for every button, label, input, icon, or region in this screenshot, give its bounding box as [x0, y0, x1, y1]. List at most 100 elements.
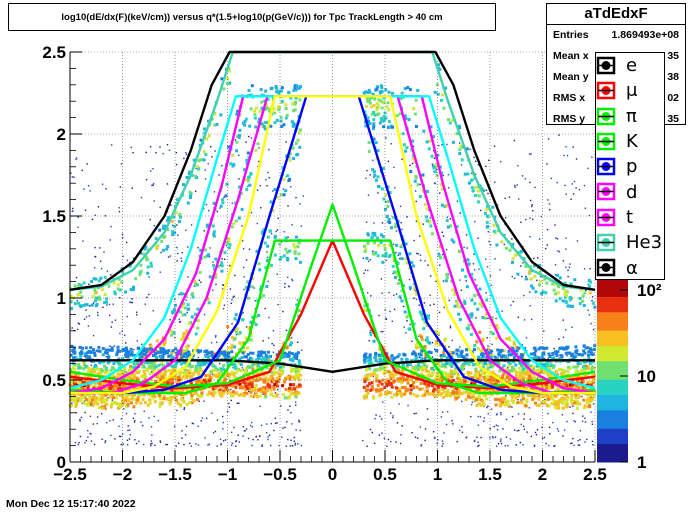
heat-cell [409, 388, 413, 392]
heat-cell [488, 240, 490, 243]
heat-cell [377, 192, 379, 194]
heat-cell [119, 372, 123, 376]
heat-cell [82, 281, 86, 285]
heat-cell [241, 351, 245, 355]
heat-cell [432, 166, 436, 170]
heat-cell [251, 367, 255, 371]
heat-cell [298, 362, 302, 366]
heat-cell [151, 353, 155, 357]
heat-cell [479, 416, 482, 418]
heat-cell [533, 444, 536, 447]
heat-cell [171, 224, 174, 227]
heat-cell [437, 388, 441, 392]
heat-cell [367, 269, 369, 272]
heat-cell [554, 274, 557, 276]
heat-cell [366, 391, 370, 395]
heat-cell [495, 445, 498, 447]
heat-cell [481, 355, 485, 359]
heat-cell [286, 174, 290, 178]
heat-cell [384, 365, 388, 369]
heat-cell [393, 166, 395, 169]
heat-cell [77, 226, 79, 229]
heat-cell [202, 158, 206, 162]
heat-cell [554, 299, 558, 303]
heat-cell [589, 348, 593, 352]
heat-cell [568, 295, 572, 299]
heat-cell [581, 294, 585, 298]
heat-cell [129, 434, 132, 436]
heat-cell [401, 370, 405, 374]
heat-cell [493, 378, 497, 382]
heat-cell [127, 350, 131, 354]
heat-cell [175, 445, 177, 447]
heat-cell [187, 307, 191, 311]
heat-cell [419, 382, 423, 386]
heat-cell [84, 364, 88, 368]
heat-cell [582, 406, 586, 410]
heat-cell [426, 382, 430, 386]
heat-cell [399, 379, 403, 383]
heat-cell [136, 396, 140, 400]
heat-cell [586, 392, 590, 396]
heat-cell [494, 360, 498, 364]
heat-cell [447, 187, 450, 189]
heat-cell [372, 250, 374, 252]
heat-cell [87, 325, 90, 327]
heat-cell [258, 268, 262, 272]
heat-cell [266, 97, 270, 101]
heat-cell [110, 373, 114, 377]
heat-cell [198, 158, 202, 162]
heat-cell [181, 371, 185, 375]
heat-cell [370, 387, 373, 389]
heat-cell [466, 327, 470, 331]
heat-cell [172, 367, 176, 371]
heat-cell [196, 165, 200, 169]
heat-cell [277, 303, 279, 306]
heat-cell [397, 353, 401, 357]
heat-cell [367, 362, 371, 366]
heat-cell [234, 371, 238, 375]
heat-cell [238, 383, 242, 387]
heat-cell [179, 310, 183, 314]
heat-cell [575, 187, 577, 189]
heat-cell [485, 397, 489, 401]
heat-cell [279, 368, 283, 372]
heat-cell [142, 443, 145, 446]
heat-cell [563, 154, 565, 157]
heat-cell [477, 355, 481, 359]
heat-cell [385, 105, 389, 109]
heat-cell [83, 188, 85, 190]
heat-cell [256, 222, 259, 225]
heat-cell [266, 384, 270, 388]
heat-cell [480, 303, 484, 307]
heat-cell [565, 400, 569, 404]
heat-cell [107, 397, 109, 399]
heat-cell [257, 364, 261, 368]
heat-cell [241, 240, 244, 242]
heat-cell [529, 199, 532, 202]
heat-cell [237, 134, 241, 138]
heat-cell [230, 370, 234, 374]
heat-cell [254, 125, 258, 129]
heat-cell [227, 67, 231, 71]
heat-cell [102, 360, 106, 364]
heat-cell [129, 301, 131, 303]
heat-cell [83, 318, 86, 320]
heat-cell [236, 134, 240, 138]
heat-cell [243, 178, 247, 182]
heat-cell [402, 352, 406, 356]
heat-cell [75, 412, 77, 414]
heat-cell [81, 303, 85, 307]
heat-cell [491, 376, 495, 380]
heat-cell [207, 355, 211, 359]
heat-cell [562, 373, 566, 377]
heat-cell [386, 200, 390, 204]
heat-cell [183, 443, 185, 446]
heat-cell [288, 249, 292, 253]
heat-cell [119, 363, 123, 367]
heat-cell [565, 237, 567, 239]
heat-cell [179, 292, 183, 296]
heat-cell [478, 268, 480, 270]
heat-cell [190, 394, 194, 398]
heat-cell [267, 280, 269, 283]
